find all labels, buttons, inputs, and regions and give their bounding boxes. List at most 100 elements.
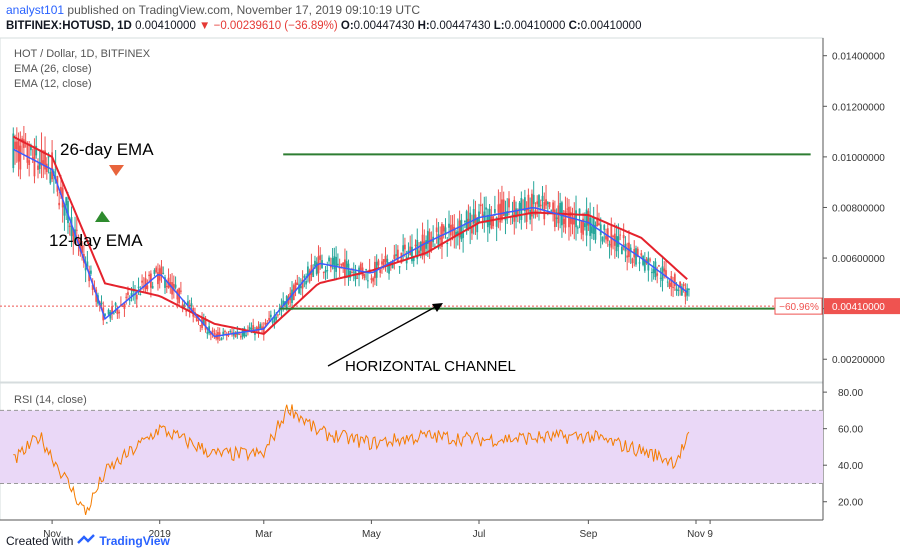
- candle: [578, 208, 581, 229]
- candle-body: [31, 157, 34, 160]
- candle: [668, 279, 671, 289]
- candle: [160, 260, 163, 283]
- candle: [162, 266, 165, 275]
- candle: [458, 210, 461, 250]
- candle-body: [112, 312, 115, 314]
- candle: [495, 216, 498, 242]
- candle-body: [328, 257, 330, 262]
- candle: [589, 202, 592, 251]
- candle: [416, 228, 419, 265]
- candle-body: [100, 302, 103, 305]
- candle: [181, 300, 184, 313]
- candle-body: [121, 305, 124, 307]
- candle: [564, 196, 567, 234]
- candle: [684, 283, 687, 305]
- candle-body: [211, 330, 214, 333]
- candle-body: [67, 201, 69, 224]
- candle: [15, 127, 18, 163]
- candle-body: [635, 248, 637, 265]
- rsi-tick-label: 80.00: [838, 388, 863, 399]
- tradingview-logo-icon[interactable]: [77, 533, 96, 548]
- candle: [666, 277, 669, 288]
- candle-body: [291, 289, 293, 303]
- candle-body: [179, 290, 182, 292]
- candle: [363, 273, 366, 281]
- candle-body: [45, 163, 48, 172]
- candle: [506, 198, 509, 224]
- rsi-legend: RSI (14, close): [14, 393, 87, 408]
- candle-body: [388, 262, 390, 274]
- rsi-band: [0, 410, 823, 484]
- candle: [111, 300, 113, 321]
- open-value: 0.00447430: [353, 20, 415, 32]
- candle-body: [444, 227, 447, 235]
- candle-body: [536, 201, 539, 205]
- candle-body: [190, 303, 193, 307]
- candle-body: [28, 160, 31, 166]
- ema12-line[interactable]: [12, 148, 688, 338]
- candle-body: [501, 199, 503, 221]
- candle-body: [566, 208, 569, 210]
- ema26-line[interactable]: [12, 135, 688, 335]
- footer-brand[interactable]: TradingView: [99, 533, 170, 548]
- candle: [659, 267, 662, 288]
- legend-ema26[interactable]: EMA (26, close): [14, 63, 92, 75]
- candle-body: [213, 333, 216, 335]
- candle: [472, 199, 475, 235]
- candle: [555, 208, 558, 227]
- candle: [28, 141, 31, 177]
- price-pane[interactable]: [0, 37, 824, 383]
- candle-body: [675, 288, 678, 291]
- candle: [411, 234, 413, 264]
- legend-ema12[interactable]: EMA (12, close): [14, 78, 92, 90]
- candle: [322, 271, 325, 279]
- rsi-line[interactable]: [13, 404, 690, 516]
- candle: [128, 295, 131, 306]
- candle-body: [90, 270, 92, 274]
- candle: [527, 188, 530, 214]
- candle-body: [603, 225, 606, 230]
- candle-body: [157, 272, 159, 285]
- candle: [259, 322, 262, 329]
- candle: [587, 208, 590, 231]
- candle-body: [79, 240, 82, 252]
- candle-body: [379, 269, 382, 273]
- candle: [197, 318, 200, 325]
- candle: [381, 253, 383, 274]
- candle-body: [128, 299, 131, 301]
- candle: [418, 242, 420, 255]
- candle-body: [187, 301, 189, 307]
- candle: [594, 221, 597, 244]
- candle-body: [162, 272, 165, 274]
- candle-body: [51, 152, 54, 180]
- candle-body: [643, 259, 646, 271]
- candle-body: [582, 218, 584, 235]
- candle-body: [395, 254, 397, 256]
- candle: [476, 217, 479, 240]
- candle-body: [151, 286, 154, 289]
- candle: [308, 268, 311, 284]
- candle-body: [573, 216, 576, 225]
- candle-body: [439, 237, 442, 240]
- rsi-tick-label: 20.00: [838, 498, 863, 509]
- candle-body: [322, 272, 325, 274]
- candle: [164, 274, 166, 295]
- candle-body: [553, 209, 556, 228]
- time-tick-label: Sep: [579, 529, 597, 540]
- candle: [673, 272, 676, 291]
- candle-body: [442, 225, 445, 232]
- candle: [462, 225, 465, 253]
- legend-rsi[interactable]: RSI (14, close): [14, 394, 87, 406]
- publisher-user[interactable]: analyst101: [6, 3, 65, 17]
- candle-body: [649, 259, 652, 261]
- candle-body: [529, 210, 532, 220]
- candle-body: [576, 227, 579, 229]
- candle: [187, 295, 189, 311]
- candle-body: [91, 284, 94, 290]
- candle-body: [314, 260, 316, 267]
- symbol: BITFINEX:HOTUSD, 1D: [6, 20, 132, 32]
- candle-body: [599, 224, 602, 236]
- candle-body: [404, 244, 406, 250]
- last-price-tag: [824, 298, 900, 315]
